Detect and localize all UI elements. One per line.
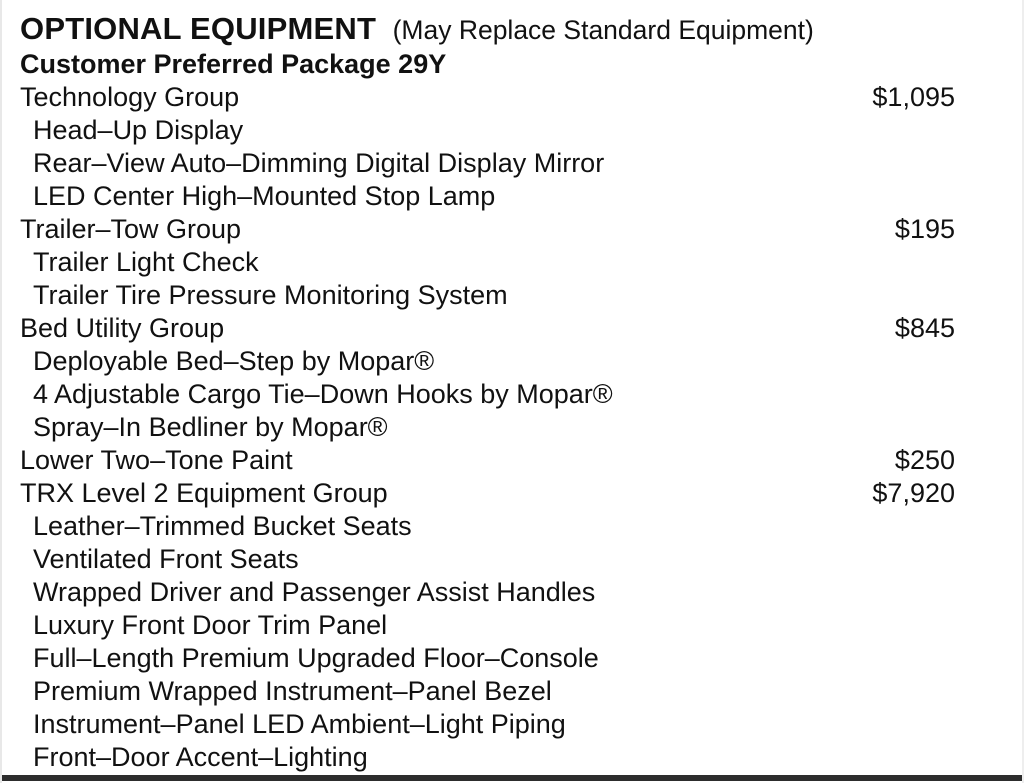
equipment-label: Trailer–Tow Group [20,214,242,244]
equipment-label: Front–Door Accent–Lighting [33,742,368,772]
equipment-price: $195 [894,214,955,244]
equipment-label: Wrapped Driver and Passenger Assist Hand… [33,577,596,607]
equipment-row: Ventilated Front Seats [2,543,1022,576]
equipment-label: Trailer Tire Pressure Monitoring System [33,280,508,310]
optional-equipment-section: OPTIONAL EQUIPMENT (May Replace Standard… [2,10,1022,774]
equipment-row: Technology Group $1,095 [2,81,1022,114]
equipment-label: Ventilated Front Seats [33,544,299,574]
equipment-price: $845 [894,313,955,343]
equipment-row: Trailer–Tow Group $195 [2,213,1022,246]
equipment-row: Wrapped Driver and Passenger Assist Hand… [2,576,1022,609]
equipment-row: Trailer Light Check [2,246,1022,279]
equipment-row: Instrument–Panel LED Ambient–Light Pipin… [2,708,1022,741]
equipment-row: Luxury Front Door Trim Panel [2,609,1022,642]
equipment-row: TRX Level 2 Equipment Group $7,920 [2,477,1022,510]
equipment-label: Leather–Trimmed Bucket Seats [33,511,412,541]
equipment-row: Trailer Tire Pressure Monitoring System [2,279,1022,312]
equipment-label: Bed Utility Group [20,313,225,343]
equipment-row: 4 Adjustable Cargo Tie–Down Hooks by Mop… [2,378,1022,411]
equipment-price: $1,095 [872,82,955,112]
equipment-price: $7,920 [872,478,955,508]
bottom-divider-rule [2,775,1022,781]
section-subtitle: (May Replace Standard Equipment) [392,15,814,45]
equipment-row: Leather–Trimmed Bucket Seats [2,510,1022,543]
equipment-row: Full–Length Premium Upgraded Floor–Conso… [2,642,1022,675]
equipment-row: Deployable Bed–Step by Mopar® [2,345,1022,378]
equipment-label: TRX Level 2 Equipment Group [20,478,388,508]
equipment-label: LED Center High–Mounted Stop Lamp [33,181,496,211]
equipment-row: Bed Utility Group $845 [2,312,1022,345]
equipment-label: 4 Adjustable Cargo Tie–Down Hooks by Mop… [33,379,613,409]
equipment-row: Premium Wrapped Instrument–Panel Bezel [2,675,1022,708]
equipment-label: Instrument–Panel LED Ambient–Light Pipin… [33,709,566,739]
equipment-row: LED Center High–Mounted Stop Lamp [2,180,1022,213]
section-title: OPTIONAL EQUIPMENT [20,11,377,46]
equipment-row: Rear–View Auto–Dimming Digital Display M… [2,147,1022,180]
equipment-price: $250 [894,445,955,475]
equipment-row: Lower Two–Tone Paint $250 [2,444,1022,477]
equipment-label: Spray–In Bedliner by Mopar® [33,412,388,442]
section-header: OPTIONAL EQUIPMENT (May Replace Standard… [2,10,1022,48]
equipment-row: Head–Up Display [2,114,1022,147]
equipment-label: Lower Two–Tone Paint [20,445,293,475]
equipment-label: Head–Up Display [33,115,244,145]
equipment-row: Spray–In Bedliner by Mopar® [2,411,1022,444]
equipment-label: Rear–View Auto–Dimming Digital Display M… [33,148,605,178]
equipment-label: Deployable Bed–Step by Mopar® [33,346,435,376]
equipment-label: Premium Wrapped Instrument–Panel Bezel [33,676,552,706]
equipment-label: Technology Group [20,82,240,112]
equipment-label: Trailer Light Check [33,247,259,277]
equipment-label: Full–Length Premium Upgraded Floor–Conso… [33,643,599,673]
equipment-row: Front–Door Accent–Lighting [2,741,1022,774]
package-title: Customer Preferred Package 29Y [20,49,447,79]
equipment-label: Luxury Front Door Trim Panel [33,610,388,640]
